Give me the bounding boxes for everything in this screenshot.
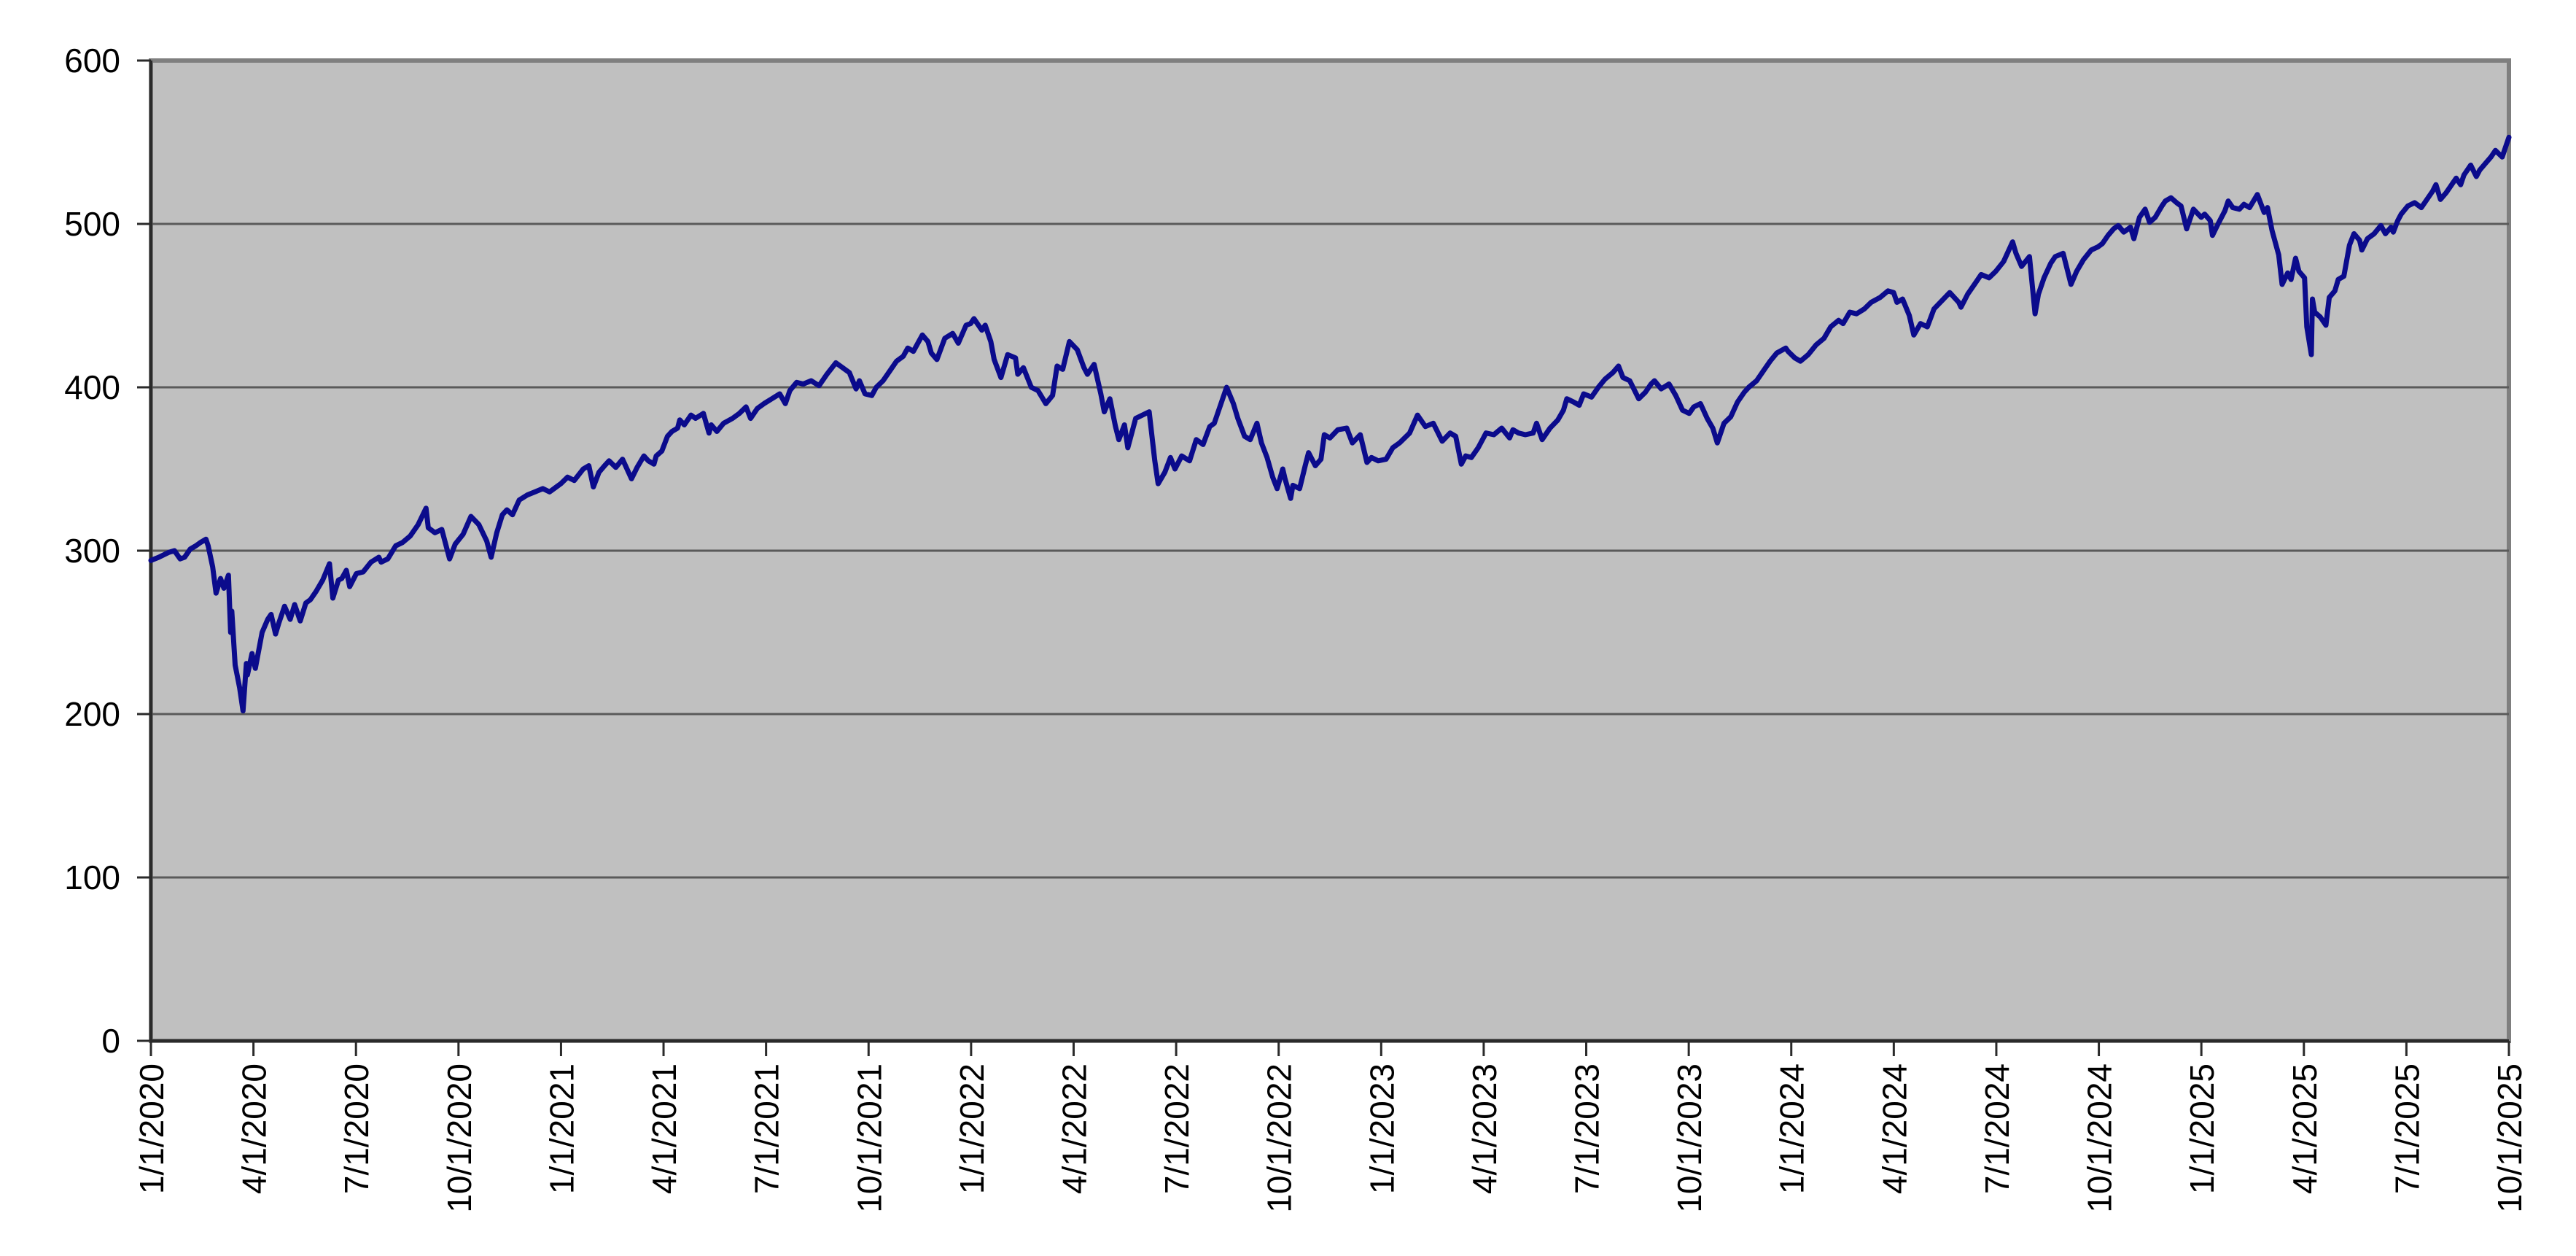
x-axis-tick-label: 7/1/2022 [1158, 1063, 1196, 1194]
x-axis-tick-label: 1/1/2023 [1363, 1063, 1401, 1194]
y-axis-tick-label: 600 [64, 42, 120, 80]
x-axis-tick-label: 1/1/2021 [542, 1063, 580, 1194]
y-axis-tick-label: 400 [64, 368, 120, 406]
x-axis-tick-label: 7/1/2023 [1568, 1063, 1606, 1194]
y-axis-tick-label: 300 [64, 532, 120, 570]
x-axis-tick-label: 1/1/2024 [1773, 1063, 1811, 1194]
x-axis-tick-label: 4/1/2020 [236, 1063, 273, 1194]
x-axis-tick-label: 10/1/2020 [440, 1063, 478, 1213]
x-axis-tick-label: 10/1/2025 [2491, 1063, 2529, 1213]
x-axis-tick-label: 4/1/2023 [1466, 1063, 1503, 1194]
x-axis-tick-label: 10/1/2021 [850, 1063, 888, 1213]
x-axis-tick-label: 10/1/2024 [2081, 1063, 2119, 1213]
y-axis-tick-label: 0 [101, 1022, 120, 1060]
x-axis-tick-label: 4/1/2021 [645, 1063, 683, 1194]
x-axis-tick-label: 7/1/2024 [1978, 1063, 2016, 1194]
x-axis-tick-label: 7/1/2021 [748, 1063, 786, 1194]
price-line-series [148, 134, 2512, 713]
x-axis-tick-label: 1/1/2022 [953, 1063, 991, 1194]
x-axis-tick-label: 4/1/2024 [1875, 1063, 1913, 1194]
x-axis-tick-label: 10/1/2023 [1670, 1063, 1708, 1213]
x-axis-tick-label: 10/1/2022 [1261, 1063, 1299, 1213]
x-axis-tick-label: 4/1/2022 [1055, 1063, 1093, 1194]
x-axis-tick-label: 7/1/2020 [338, 1063, 375, 1194]
y-axis-tick-label: 200 [64, 695, 120, 733]
y-axis-tick-label: 500 [64, 205, 120, 243]
x-axis-tick-label: 7/1/2025 [2388, 1063, 2426, 1194]
x-axis-tick-label: 1/1/2025 [2183, 1063, 2221, 1194]
x-axis-tick-label: 4/1/2025 [2286, 1063, 2324, 1194]
y-axis-tick-label: 100 [64, 858, 120, 896]
x-axis-tick-label: 1/1/2020 [133, 1063, 171, 1194]
